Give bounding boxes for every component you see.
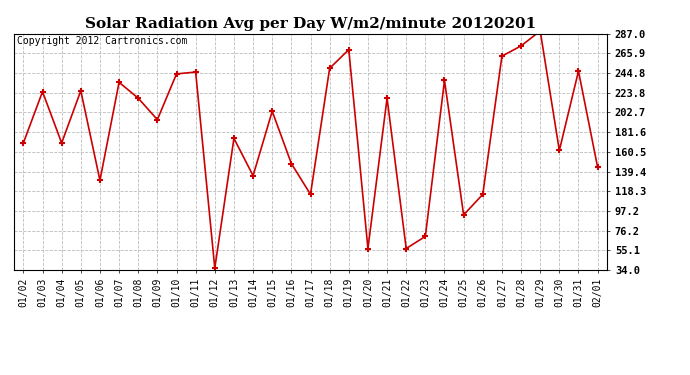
Title: Solar Radiation Avg per Day W/m2/minute 20120201: Solar Radiation Avg per Day W/m2/minute … — [85, 17, 536, 31]
Text: Copyright 2012 Cartronics.com: Copyright 2012 Cartronics.com — [17, 36, 187, 46]
